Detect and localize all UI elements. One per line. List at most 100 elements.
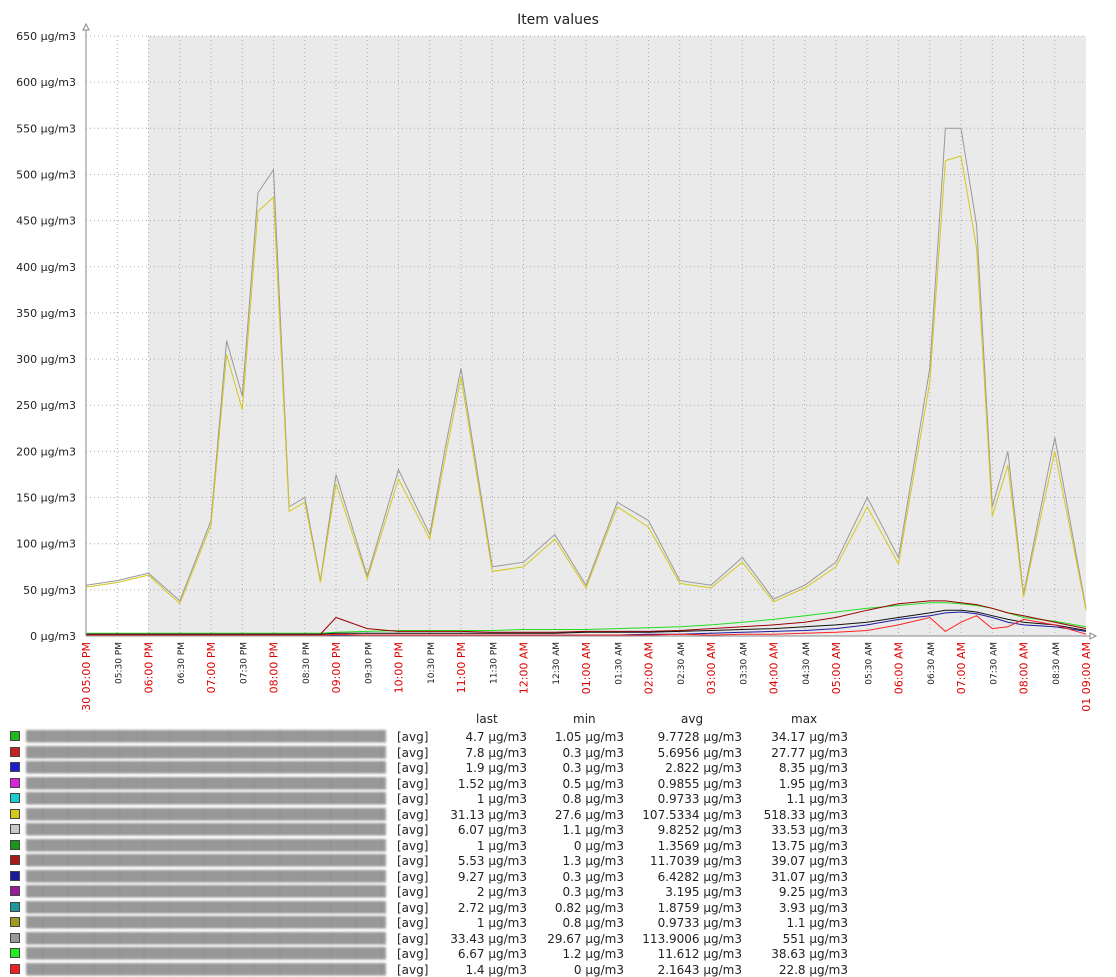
legend-item-name-redacted: ▒▒▒▒▒▒▒▒▒▒▒▒▒▒▒▒▒▒▒▒▒▒▒▒▒▒▒▒▒▒▒▒▒▒▒▒▒▒▒▒… bbox=[26, 792, 386, 805]
legend-color-swatch bbox=[10, 932, 20, 943]
series-line-0 bbox=[85, 127, 1087, 609]
legend-item-name-redacted: ▒▒▒▒▒▒▒▒▒▒▒▒▒▒▒▒▒▒▒▒▒▒▒▒▒▒▒▒▒▒▒▒▒▒▒▒▒▒▒▒… bbox=[26, 931, 386, 945]
y-tick-label: 450 µg/m3 bbox=[16, 215, 76, 228]
x-tick-label: 08:30 AM bbox=[1052, 642, 1062, 685]
x-tick-label: 03:00 AM bbox=[705, 642, 718, 694]
legend-value-min: 0.3 µg/m3 bbox=[562, 761, 624, 775]
legend-value-min: 1.2 µg/m3 bbox=[562, 947, 624, 961]
legend-value-max: 38.63 µg/m3 bbox=[771, 947, 848, 961]
x-tick-label: 05:30 PM bbox=[114, 642, 124, 684]
legend-value-avg: 2.822 µg/m3 bbox=[665, 761, 742, 775]
legend-value-avg: 9.8252 µg/m3 bbox=[657, 823, 742, 837]
legend-value-max: 8.35 µg/m3 bbox=[778, 761, 848, 775]
series-line-6 bbox=[86, 615, 1087, 636]
legend-value-min: 0.8 µg/m3 bbox=[562, 916, 624, 930]
legend-value-avg: 0.9733 µg/m3 bbox=[657, 916, 742, 930]
legend-item-name-redacted: ▒▒▒▒▒▒▒▒▒▒▒▒▒▒▒▒▒▒▒▒▒▒▒▒▒▒▒▒▒▒▒▒▒▒▒▒▒▒▒▒… bbox=[26, 900, 386, 914]
legend-value-max: 31.07 µg/m3 bbox=[771, 869, 848, 884]
y-tick-label: 350 µg/m3 bbox=[16, 307, 76, 320]
legend-value-avg: 11.7039 µg/m3 bbox=[649, 854, 742, 868]
legend-function: [avg] bbox=[397, 931, 429, 946]
legend-value-max: 33.53 µg/m3 bbox=[771, 823, 848, 837]
legend-value-avg: 0.9855 µg/m3 bbox=[657, 776, 742, 791]
legend-item: ▒▒▒▒▒▒▒▒▒▒▒▒▒▒▒▒▒▒▒▒▒▒▒▒▒▒▒▒▒▒▒▒▒▒▒▒▒▒▒▒… bbox=[0, 963, 1116, 977]
x-tick-label: 07:00 AM bbox=[955, 642, 968, 694]
legend-value-last: 6.07 µg/m3 bbox=[457, 823, 527, 837]
x-tick-label: 06:00 PM bbox=[143, 642, 156, 693]
legend-value-min: 0 µg/m3 bbox=[573, 838, 624, 853]
legend-item-name-redacted: ▒▒▒▒▒▒▒▒▒▒▒▒▒▒▒▒▒▒▒▒▒▒▒▒▒▒▒▒▒▒▒▒▒▒▒▒▒▒▒▒… bbox=[26, 761, 386, 774]
legend-color-swatch bbox=[10, 917, 20, 927]
legend-value-avg: 5.6956 µg/m3 bbox=[657, 745, 742, 760]
legend-value-avg: 2.1643 µg/m3 bbox=[657, 962, 742, 977]
legend-item: ▒▒▒▒▒▒▒▒▒▒▒▒▒▒▒▒▒▒▒▒▒▒▒▒▒▒▒▒▒▒▒▒▒▒▒▒▒▒▒▒… bbox=[0, 730, 1116, 744]
legend-value-avg: 107.5334 µg/m3 bbox=[642, 807, 742, 822]
legend-value-max: 27.77 µg/m3 bbox=[771, 745, 848, 760]
legend-value-avg: 9.7728 µg/m3 bbox=[657, 730, 742, 744]
y-tick-label: 250 µg/m3 bbox=[16, 399, 76, 412]
legend-header-min: min bbox=[573, 712, 596, 726]
legend-function: [avg] bbox=[397, 854, 429, 868]
x-tick-label: 12:30 AM bbox=[552, 642, 562, 685]
legend-color-swatch bbox=[10, 901, 20, 912]
legend-function: [avg] bbox=[397, 885, 429, 899]
y-tick-label: 0 µg/m3 bbox=[30, 630, 76, 643]
legend-value-last: 1.4 µg/m3 bbox=[465, 962, 527, 977]
legend-color-swatch bbox=[10, 886, 20, 896]
legend-function: [avg] bbox=[397, 745, 429, 760]
x-tick-label: 06:30 PM bbox=[177, 642, 187, 684]
legend-item: ▒▒▒▒▒▒▒▒▒▒▒▒▒▒▒▒▒▒▒▒▒▒▒▒▒▒▒▒▒▒▒▒▒▒▒▒▒▒▒▒… bbox=[0, 901, 1116, 915]
legend-value-min: 0.5 µg/m3 bbox=[562, 776, 624, 791]
legend-value-min: 0.3 µg/m3 bbox=[562, 885, 624, 899]
legend-item: ▒▒▒▒▒▒▒▒▒▒▒▒▒▒▒▒▒▒▒▒▒▒▒▒▒▒▒▒▒▒▒▒▒▒▒▒▒▒▒▒… bbox=[0, 777, 1116, 791]
legend-value-max: 1.95 µg/m3 bbox=[778, 776, 848, 791]
legend-color-swatch bbox=[10, 870, 20, 881]
x-tick-label: 12:00 AM bbox=[518, 642, 531, 694]
legend-function: [avg] bbox=[397, 962, 429, 977]
legend-value-max: 22.8 µg/m3 bbox=[778, 962, 848, 977]
legend-function: [avg] bbox=[397, 838, 429, 853]
legend-item: ▒▒▒▒▒▒▒▒▒▒▒▒▒▒▒▒▒▒▒▒▒▒▒▒▒▒▒▒▒▒▒▒▒▒▒▒▒▒▒▒… bbox=[0, 885, 1116, 899]
x-tick-label: 11:00 PM bbox=[455, 642, 468, 693]
chart-area: Item values 0 µg/m3 50 µg/m3 100 µg/m3 150 … bbox=[16, 12, 1098, 712]
legend-color-swatch bbox=[10, 839, 20, 850]
legend-item: ▒▒▒▒▒▒▒▒▒▒▒▒▒▒▒▒▒▒▒▒▒▒▒▒▒▒▒▒▒▒▒▒▒▒▒▒▒▒▒▒… bbox=[0, 932, 1116, 946]
legend-function: [avg] bbox=[397, 776, 429, 791]
legend-item-name-redacted: ▒▒▒▒▒▒▒▒▒▒▒▒▒▒▒▒▒▒▒▒▒▒▒▒▒▒▒▒▒▒▒▒▒▒▒▒▒▒▒▒… bbox=[26, 807, 386, 821]
y-tick-label: 150 µg/m3 bbox=[16, 492, 76, 505]
x-tick-label: 08:00 PM bbox=[268, 642, 281, 693]
legend-value-max: 551 µg/m3 bbox=[782, 931, 848, 946]
series-line-2 bbox=[86, 602, 1087, 634]
legend-item: ▒▒▒▒▒▒▒▒▒▒▒▒▒▒▒▒▒▒▒▒▒▒▒▒▒▒▒▒▒▒▒▒▒▒▒▒▒▒▒▒… bbox=[0, 916, 1116, 930]
legend-value-last: 1 µg/m3 bbox=[476, 838, 527, 853]
legend-value-avg: 0.9733 µg/m3 bbox=[657, 792, 742, 806]
legend-item-name-redacted: ▒▒▒▒▒▒▒▒▒▒▒▒▒▒▒▒▒▒▒▒▒▒▒▒▒▒▒▒▒▒▒▒▒▒▒▒▒▒▒▒… bbox=[26, 745, 386, 759]
legend-value-last: 5.53 µg/m3 bbox=[457, 854, 527, 868]
legend-value-min: 29.67 µg/m3 bbox=[547, 931, 624, 946]
legend-value-avg: 1.8759 µg/m3 bbox=[657, 900, 742, 915]
legend-header-avg: avg bbox=[681, 712, 704, 726]
legend-item-name-redacted: ▒▒▒▒▒▒▒▒▒▒▒▒▒▒▒▒▒▒▒▒▒▒▒▒▒▒▒▒▒▒▒▒▒▒▒▒▒▒▒▒… bbox=[26, 947, 386, 960]
x-tick-label: 01:00 AM bbox=[580, 642, 593, 694]
legend-item: ▒▒▒▒▒▒▒▒▒▒▒▒▒▒▒▒▒▒▒▒▒▒▒▒▒▒▒▒▒▒▒▒▒▒▒▒▒▒▒▒… bbox=[0, 854, 1116, 868]
legend-value-last: 2.72 µg/m3 bbox=[457, 900, 527, 915]
y-tick-label: 200 µg/m3 bbox=[16, 445, 76, 458]
y-tick-label: 100 µg/m3 bbox=[16, 538, 76, 551]
legend-item-name-redacted: ▒▒▒▒▒▒▒▒▒▒▒▒▒▒▒▒▒▒▒▒▒▒▒▒▒▒▒▒▒▒▒▒▒▒▒▒▒▒▒▒… bbox=[26, 838, 386, 852]
legend-function: [avg] bbox=[397, 916, 429, 930]
legend-header-max: max bbox=[791, 712, 818, 726]
legend-value-last: 1 µg/m3 bbox=[476, 792, 527, 806]
legend-item-name-redacted: ▒▒▒▒▒▒▒▒▒▒▒▒▒▒▒▒▒▒▒▒▒▒▒▒▒▒▒▒▒▒▒▒▒▒▒▒▒▒▒▒… bbox=[26, 916, 386, 929]
x-tick-label: 09:00 PM bbox=[330, 642, 343, 693]
x-tick-label: 11:30 PM bbox=[489, 642, 499, 684]
legend-function: [avg] bbox=[397, 792, 429, 806]
legend-function: [avg] bbox=[397, 947, 429, 961]
legend-function: [avg] bbox=[397, 730, 429, 744]
x-tick-label: 06:00 AM bbox=[893, 642, 906, 694]
legend-value-min: 0.3 µg/m3 bbox=[562, 869, 624, 884]
legend-value-max: 34.17 µg/m3 bbox=[771, 730, 848, 744]
x-tick-label: 10:00 PM bbox=[393, 642, 406, 693]
x-tick-label: 02:30 AM bbox=[677, 642, 687, 685]
x-tick-label: 08:30 PM bbox=[302, 642, 312, 684]
legend-value-min: 1.3 µg/m3 bbox=[562, 854, 624, 868]
